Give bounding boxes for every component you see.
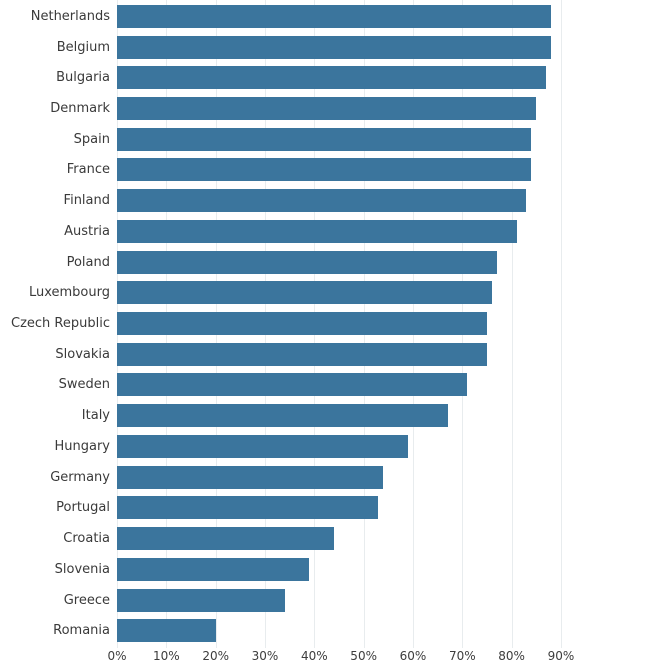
- bar-row: Czech Republic: [0, 308, 660, 339]
- bar-row: Slovakia: [0, 339, 660, 370]
- category-label: Slovakia: [55, 346, 110, 362]
- bar-row: Portugal: [0, 493, 660, 524]
- bar-row: Finland: [0, 185, 660, 216]
- bar-track: [117, 312, 660, 336]
- category-label: Portugal: [56, 500, 110, 516]
- bar: [117, 557, 310, 581]
- category-label: Italy: [81, 408, 110, 424]
- bar: [117, 434, 409, 458]
- category-label: Luxembourg: [28, 285, 110, 301]
- bar-rows: Netherlands Belgium Bulgaria Denmark Spain Fr…: [0, 1, 660, 646]
- bar: [117, 250, 497, 274]
- category-label: Croatia: [63, 531, 110, 547]
- bar-row: Poland: [0, 247, 660, 278]
- bar-track: [117, 557, 660, 581]
- bar: [117, 189, 527, 213]
- category-label: Netherlands: [30, 8, 110, 24]
- bar: [117, 404, 448, 428]
- bar-row: Slovenia: [0, 554, 660, 585]
- bar-row: Austria: [0, 216, 660, 247]
- bar-track: [117, 4, 660, 28]
- bar: [117, 66, 547, 90]
- bar-track: [117, 465, 660, 489]
- bar-track: [117, 404, 660, 428]
- bar: [117, 4, 552, 28]
- bar-row: Bulgaria: [0, 62, 660, 93]
- bar-row: Sweden: [0, 370, 660, 401]
- bar-row: Greece: [0, 585, 660, 616]
- x-tick-label: 80%: [498, 649, 525, 663]
- x-tick-label: 20%: [202, 649, 229, 663]
- bar: [117, 219, 517, 243]
- bar: [117, 465, 384, 489]
- bar-track: [117, 35, 660, 59]
- gridline: [511, 0, 513, 648]
- category-label: Finland: [63, 193, 110, 209]
- bar-row: Romania: [0, 615, 660, 646]
- bar: [117, 588, 285, 612]
- category-label: Czech Republic: [11, 316, 110, 332]
- bar-track: [117, 373, 660, 397]
- category-label: Belgium: [56, 39, 110, 55]
- bar-track: [117, 158, 660, 182]
- bar-row: Luxembourg: [0, 277, 660, 308]
- bar-track: [117, 219, 660, 243]
- bar-track: [117, 527, 660, 551]
- bar-track: [117, 127, 660, 151]
- bar-track: [117, 97, 660, 121]
- bar-track: [117, 496, 660, 520]
- bar: [117, 97, 537, 121]
- x-tick-label: 70%: [448, 649, 476, 663]
- category-label: Hungary: [54, 438, 110, 454]
- bar: [117, 619, 216, 643]
- bar: [117, 312, 487, 336]
- bar-row: Spain: [0, 124, 660, 155]
- category-label: Greece: [63, 592, 110, 608]
- bar-track: [117, 619, 660, 643]
- bar: [117, 35, 552, 59]
- bar: [117, 527, 335, 551]
- bar-track: [117, 588, 660, 612]
- bar-track: [117, 250, 660, 274]
- category-label: Austria: [64, 223, 110, 239]
- bar-row: Germany: [0, 462, 660, 493]
- bar-row: Hungary: [0, 431, 660, 462]
- x-tick-label: 40%: [300, 649, 328, 663]
- x-tick-label: 50%: [350, 649, 377, 663]
- bar-track: [117, 342, 660, 366]
- bar-track: [117, 66, 660, 90]
- x-tick-label: 60%: [399, 649, 427, 663]
- x-tick-label: 10%: [152, 649, 180, 663]
- gridline: [560, 0, 562, 648]
- bar-row: France: [0, 155, 660, 186]
- bar: [117, 158, 532, 182]
- bar: [117, 281, 492, 305]
- bar: [117, 373, 468, 397]
- bar-row: Croatia: [0, 523, 660, 554]
- bar: [117, 127, 532, 151]
- bar-row: Belgium: [0, 32, 660, 63]
- bar-track: [117, 434, 660, 458]
- category-label: Slovenia: [54, 561, 110, 577]
- category-label: France: [66, 162, 110, 178]
- x-tick-label: 90%: [547, 649, 575, 663]
- bar-row: Denmark: [0, 93, 660, 124]
- category-label: Germany: [50, 469, 110, 485]
- bar-row: Italy: [0, 400, 660, 431]
- category-label: Sweden: [58, 377, 110, 393]
- x-tick-label: 0%: [107, 649, 127, 663]
- bar-row: Netherlands: [0, 1, 660, 32]
- category-label: Spain: [73, 131, 110, 147]
- category-label: Poland: [66, 254, 110, 270]
- category-label: Bulgaria: [56, 70, 110, 86]
- category-label: Denmark: [50, 101, 110, 117]
- bar-track: [117, 189, 660, 213]
- x-axis: 0% 10% 20% 30% 40% 50% 60% 70% 80% 90%: [0, 649, 660, 666]
- bar: [117, 342, 487, 366]
- bar: [117, 496, 379, 520]
- category-label: Romania: [53, 623, 110, 639]
- x-tick-label: 30%: [251, 649, 279, 663]
- bar-track: [117, 281, 660, 305]
